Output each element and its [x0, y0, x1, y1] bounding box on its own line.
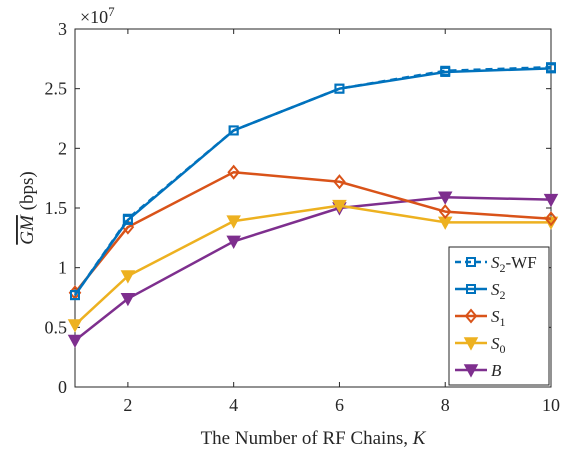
- series-s0: [67, 199, 559, 333]
- series-line: [74, 204, 551, 326]
- series-line: [74, 196, 552, 342]
- x-tick-label: 4: [229, 395, 238, 415]
- data-point: [334, 83, 345, 94]
- y-tick-label: 1: [58, 258, 67, 278]
- legend-label: S2: [491, 280, 506, 302]
- data-point: [226, 215, 241, 229]
- legend-label: B: [491, 361, 502, 380]
- data-point: [70, 290, 80, 301]
- legend-marker: [464, 308, 478, 324]
- data-point: [227, 164, 240, 180]
- legend: S2-WF S2 S1 S0 B: [448, 246, 550, 386]
- data-point: [332, 199, 347, 214]
- legend-marker: [466, 284, 476, 294]
- y-axis-multiplier: ×107: [80, 4, 115, 27]
- data-point: [226, 235, 241, 249]
- legend-marker: [466, 257, 476, 267]
- x-axis-label: The Number of RF Chains, K: [201, 428, 427, 449]
- y-tick-label: 1.5: [45, 198, 68, 218]
- data-point: [437, 191, 453, 205]
- data-point: [438, 204, 452, 220]
- y-tick-label: 0.5: [45, 317, 68, 337]
- y-tick-label: 0: [58, 377, 67, 397]
- legend-item: S2-WF: [455, 253, 537, 275]
- legend-label: S2-WF: [491, 253, 537, 275]
- data-point: [120, 270, 136, 284]
- data-point: [67, 319, 83, 333]
- legend-item: B: [455, 361, 502, 380]
- series-s2-wf: [70, 62, 556, 301]
- x-tick-label: 2: [123, 395, 132, 415]
- x-tick-label: 6: [335, 395, 344, 415]
- legend-marker: [463, 364, 479, 378]
- y-tick-label: 2.5: [45, 79, 68, 99]
- data-point: [333, 174, 346, 190]
- legend-label: S0: [491, 334, 506, 356]
- legend-item: S0: [455, 334, 506, 356]
- legend-item: S1: [455, 307, 506, 329]
- legend-item: S2: [455, 280, 506, 302]
- x-tick-label: 10: [542, 395, 560, 415]
- legend-label: S1: [491, 307, 506, 329]
- y-axis-label: GM (bps): [17, 171, 38, 244]
- data-point: [122, 213, 133, 224]
- data-point: [544, 211, 558, 227]
- series-line: [74, 170, 552, 294]
- y-tick-label: 3: [58, 19, 67, 39]
- series-line: [73, 65, 552, 296]
- data-point: [228, 125, 239, 136]
- data-point: [543, 193, 559, 208]
- data-point: [120, 292, 136, 307]
- x-tick-label: 8: [441, 395, 450, 415]
- data-point: [440, 65, 451, 76]
- series-b: [67, 191, 559, 349]
- y-tick-label: 2: [58, 138, 67, 158]
- data-point: [546, 62, 556, 73]
- legend-marker: [463, 337, 479, 351]
- data-point: [67, 334, 83, 349]
